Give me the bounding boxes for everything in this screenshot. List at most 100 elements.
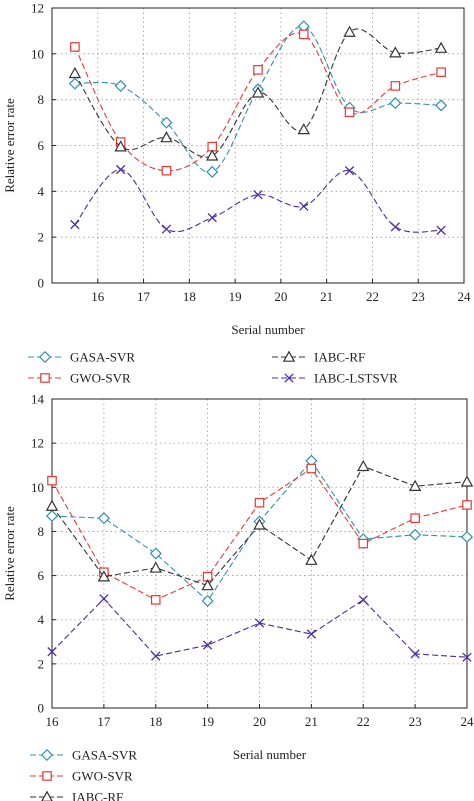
- x-tick-label: 22: [357, 714, 370, 729]
- legend-swatch-marker: [282, 350, 296, 362]
- legend-label: IABC-RF: [72, 790, 123, 801]
- data-point: [436, 67, 446, 77]
- data-point: [253, 65, 263, 75]
- y-tick-label: 0: [38, 276, 45, 291]
- data-point: [114, 140, 127, 152]
- data-point: [460, 475, 474, 487]
- y-tick-label: 4: [38, 612, 45, 627]
- series-line: [74, 32, 442, 172]
- legend-label: IABC-LSTSVR: [314, 371, 398, 386]
- data-point: [201, 579, 214, 591]
- legend: GASA-SVR GWO-SVR IABC-RF: [30, 748, 137, 801]
- data-point: [358, 595, 368, 605]
- legend-item: GASA-SVR: [28, 350, 135, 365]
- x-tick-label: 16: [91, 289, 105, 304]
- legend-item: GWO-SVR: [30, 769, 133, 784]
- y-tick-label: 8: [38, 92, 45, 107]
- y-tick-label: 10: [31, 46, 44, 61]
- data-point: [390, 222, 400, 232]
- data-point: [410, 513, 420, 523]
- y-tick-label: 6: [38, 138, 45, 153]
- series-line: [51, 597, 468, 658]
- data-point: [202, 640, 213, 650]
- x-tick-label: 23: [409, 714, 422, 729]
- data-point: [462, 500, 472, 510]
- data-point: [306, 463, 317, 474]
- data-point: [161, 165, 172, 176]
- data-point: [160, 131, 173, 143]
- data-point: [436, 225, 446, 235]
- data-point: [45, 509, 59, 523]
- y-tick-label: 4: [38, 184, 45, 199]
- data-point: [253, 190, 263, 200]
- legend-item: IABC-RF: [30, 790, 123, 801]
- y-tick-label: 8: [38, 524, 45, 539]
- data-point: [435, 99, 448, 112]
- data-point: [206, 165, 219, 178]
- grid: [52, 8, 464, 283]
- legend-swatch-marker: [40, 748, 54, 762]
- data-point: [99, 594, 109, 604]
- x-tick-label: 21: [305, 714, 318, 729]
- data-point: [253, 518, 266, 530]
- y-tick-label: 2: [38, 656, 45, 671]
- data-point: [344, 107, 355, 118]
- y-tick-label: 12: [31, 1, 44, 16]
- legend-item: IABC-RF: [272, 350, 365, 365]
- data-point: [201, 594, 214, 608]
- plot-frame: [51, 7, 465, 284]
- data-point: [116, 164, 126, 175]
- x-tick-label: 22: [366, 289, 379, 304]
- data-point: [434, 41, 448, 53]
- data-point: [160, 116, 173, 129]
- legend-swatch-marker: [42, 771, 52, 781]
- data-point: [408, 479, 422, 491]
- x-tick-label: 24: [458, 289, 472, 304]
- data-point: [97, 512, 110, 525]
- y-tick-label: 6: [38, 568, 45, 583]
- y-tick-label: 12: [31, 436, 44, 451]
- x-tick-label: 18: [183, 289, 196, 304]
- data-point: [251, 86, 265, 98]
- x-tick-label: 20: [274, 289, 287, 304]
- data-point: [70, 42, 80, 52]
- grid: [52, 399, 467, 708]
- data-point: [45, 499, 59, 511]
- data-point: [149, 547, 162, 560]
- legend: GASA-SVR IABC-RF GWO-SVR IABC-LSTSVR: [28, 350, 398, 386]
- data-point: [206, 149, 219, 161]
- data-point: [70, 219, 80, 230]
- x-tick-label: 21: [320, 289, 333, 304]
- data-point: [97, 570, 111, 582]
- x-tick-label: 17: [137, 289, 151, 304]
- series-gasa-svr: [68, 20, 448, 178]
- data-point: [161, 224, 172, 234]
- legend-label: GASA-SVR: [70, 350, 135, 365]
- data-point: [47, 475, 57, 486]
- data-point: [254, 618, 265, 628]
- x-tick-label: 18: [149, 714, 162, 729]
- y-tick-label: 14: [31, 392, 45, 407]
- data-point: [47, 647, 57, 657]
- data-point: [389, 97, 402, 110]
- x-tick-label: 19: [229, 289, 242, 304]
- data-point: [298, 29, 309, 40]
- data-point: [254, 497, 265, 508]
- data-point: [207, 213, 217, 223]
- data-point: [462, 652, 472, 662]
- series-iabc-lstsvr: [70, 164, 446, 235]
- data-point: [150, 595, 161, 605]
- data-point: [297, 123, 310, 135]
- data-point: [343, 25, 356, 37]
- legend-item: GWO-SVR: [28, 371, 131, 386]
- data-point: [149, 561, 162, 573]
- legend-item: IABC-LSTSVR: [272, 371, 398, 386]
- legend-swatch-marker: [40, 373, 50, 383]
- y-tick-label: 10: [31, 480, 44, 495]
- data-point: [460, 530, 474, 543]
- series-iabc-rf: [45, 459, 474, 591]
- data-point: [358, 538, 369, 549]
